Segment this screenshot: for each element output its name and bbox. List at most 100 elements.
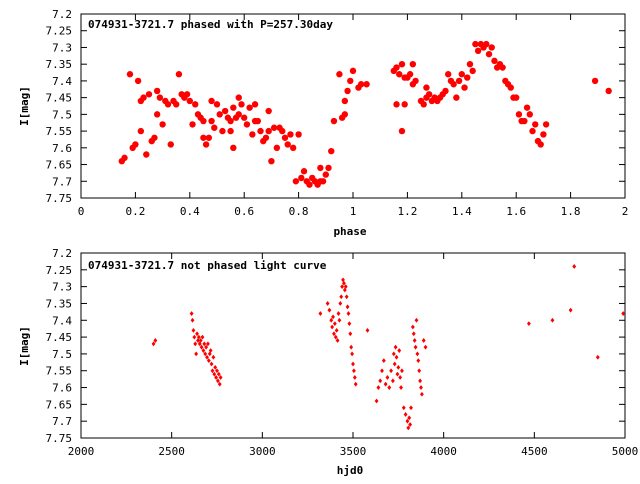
phased-data-point: [450, 81, 457, 88]
phased-data-point: [137, 127, 145, 135]
unphased-data-point: [201, 348, 206, 353]
phased-data-point: [292, 178, 300, 185]
unphased-data-point: [406, 425, 411, 431]
unphased-data-point: [621, 311, 626, 316]
phased-data-point: [491, 57, 498, 65]
unphased-data-point: [349, 344, 354, 350]
phased-data-point: [153, 111, 161, 118]
phased-data-point: [472, 40, 479, 48]
phased-data-point: [200, 134, 207, 141]
phased-x-tick-label: 1.8: [561, 205, 581, 218]
unphased-data-point: [398, 375, 403, 380]
phased-data-point: [153, 87, 161, 95]
unphased-data-point: [416, 358, 421, 364]
phased-data-point: [507, 84, 514, 91]
phased-data-point: [262, 134, 270, 141]
phased-data-point: [521, 117, 528, 125]
phased-data-point: [249, 131, 256, 138]
phased-data-point: [211, 124, 218, 131]
unphased-data-point: [409, 405, 413, 411]
unphased-x-tick-label: 4000: [430, 445, 457, 458]
phased-data-point: [156, 94, 164, 101]
unphased-data-point: [391, 351, 396, 357]
unphased-data-point: [218, 375, 223, 380]
unphased-data-point: [195, 331, 199, 337]
unphased-y-tick-label: 7.35: [46, 297, 73, 310]
phased-data-point: [529, 127, 536, 135]
phased-data-point: [442, 87, 449, 95]
unphased-data-point: [421, 338, 426, 343]
unphased-data-point: [206, 341, 210, 347]
unphased-y-tick-label: 7.75: [46, 432, 73, 445]
phased-data-point: [540, 131, 547, 138]
unphased-data-point: [339, 294, 344, 300]
phased-x-tick-label: 0.6: [234, 205, 254, 218]
phased-data-point: [273, 144, 281, 152]
unphased-data-point: [338, 301, 343, 306]
phased-data-point: [485, 50, 493, 58]
phased-data-point: [295, 131, 302, 138]
unphased-light-curve-panel: 7.2 7.25 7.3 7.35 7.4 7.45 7.5 7.55 7.6 7.65 7.7 7.…: [18, 247, 638, 477]
unphased-data-point: [393, 344, 398, 350]
unphased-data-point: [192, 334, 197, 340]
unphased-data-point: [215, 368, 219, 374]
unphased-y-tick-label: 7.65: [46, 398, 73, 411]
phased-data-point: [126, 71, 134, 78]
phased-data-point: [322, 171, 329, 178]
unphased-data-point: [196, 334, 201, 340]
phased-data-point: [328, 147, 335, 155]
unphased-data-point: [209, 361, 214, 367]
unphased-data-point: [325, 301, 330, 306]
phased-data-point: [287, 131, 294, 138]
phased-data-point: [216, 111, 223, 118]
phased-data-point: [173, 101, 180, 108]
phased-data-point: [319, 178, 327, 185]
unphased-x-tick-label: 4500: [521, 445, 548, 458]
unphased-data-point: [346, 311, 351, 316]
unphased-x-axis-ticks: 2000 2500 3000 3500 4000 4500 5000: [68, 253, 638, 458]
unphased-data-point: [215, 378, 220, 384]
unphased-data-point: [348, 331, 353, 337]
phased-data-point: [347, 77, 354, 85]
unphased-data-point: [329, 317, 334, 323]
unphased-data-point: [380, 368, 384, 374]
phased-data-point: [526, 111, 533, 118]
unphased-data-point: [572, 264, 577, 269]
unphased-chart-title: 074931-3721.7 not phased light curve: [88, 259, 327, 272]
phased-data-point: [409, 60, 417, 68]
phased-data-point: [221, 107, 229, 115]
unphased-data-point: [526, 321, 531, 327]
unphased-y-axis-ticks: 7.2 7.25 7.3 7.35 7.4 7.45 7.5 7.55 7.6 7.65 7.7 7.…: [46, 247, 625, 445]
phased-data-point: [363, 81, 370, 88]
phased-data-point: [189, 121, 196, 128]
phased-y-tick-label: 7.4: [52, 75, 72, 88]
phased-data-point: [257, 127, 264, 135]
phased-data-point: [243, 121, 251, 128]
unphased-data-point: [413, 344, 418, 350]
unphased-x-tick-label: 3500: [340, 445, 367, 458]
unphased-data-point: [153, 338, 158, 343]
unphased-data-point: [200, 334, 205, 340]
phased-data-point: [464, 74, 471, 81]
phased-data-point: [208, 117, 215, 125]
unphased-data-point: [330, 324, 335, 330]
phased-y-tick-label: 7.35: [46, 58, 73, 71]
phased-x-tick-label: 1.4: [452, 205, 472, 218]
phased-data-point: [469, 67, 476, 75]
unphased-y-tick-label: 7.4: [52, 314, 72, 327]
phased-data-point: [357, 81, 365, 88]
phased-data-point: [420, 101, 427, 108]
phased-data-point: [532, 121, 539, 128]
phased-data-point: [499, 64, 506, 71]
unphased-data-point: [334, 327, 339, 333]
phased-data-point: [542, 121, 550, 128]
phased-data-point: [474, 47, 482, 54]
unphased-data-point: [568, 307, 573, 313]
phased-y-tick-label: 7.55: [46, 125, 73, 138]
phased-data-point: [341, 97, 349, 105]
unphased-data-point: [190, 317, 195, 323]
phased-x-tick-label: 0: [78, 205, 85, 218]
phased-y-tick-label: 7.2: [52, 8, 72, 21]
